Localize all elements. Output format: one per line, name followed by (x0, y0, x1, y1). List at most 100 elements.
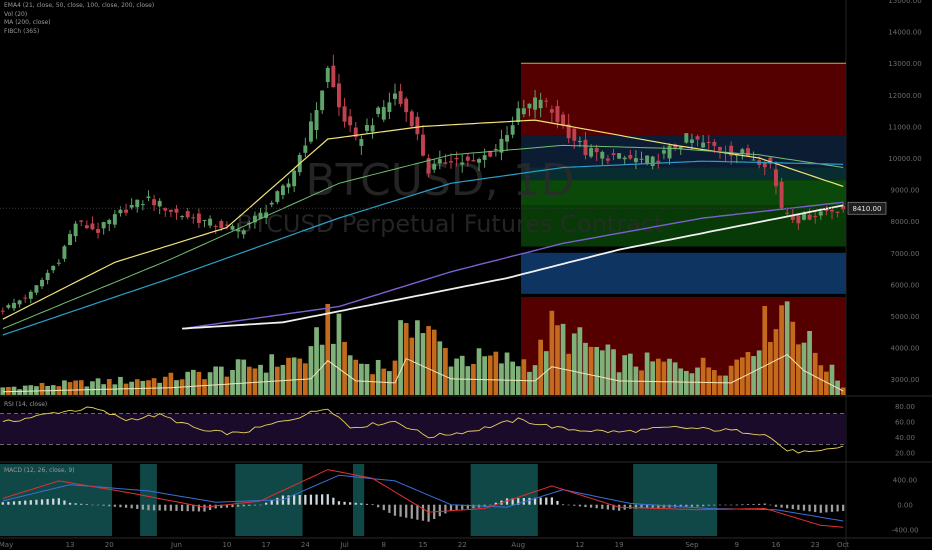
x-tick-label: Jun (170, 541, 182, 549)
candle-body (286, 183, 291, 188)
macd-histogram-bar (108, 504, 111, 507)
macd-histogram-bar (175, 504, 178, 511)
series-line-ema-100 (2, 160, 844, 336)
candle-body (454, 157, 459, 160)
macd-histogram-bar (640, 504, 643, 509)
macd-signal-line (2, 474, 844, 522)
indicator-label-vol[interactable]: Vol (20) (4, 10, 28, 18)
volume-bar (134, 379, 140, 395)
candle-body (51, 265, 56, 271)
volume-bar (291, 357, 297, 395)
volume-bar (768, 342, 773, 395)
volume-bar (459, 355, 465, 395)
macd-histogram-bar (578, 504, 581, 507)
price-tick-label: 6000.00 (891, 281, 920, 289)
candle-body (252, 216, 257, 223)
indicator-label-fib[interactable]: FIBCh (365) (4, 27, 40, 35)
candle-body (460, 162, 465, 165)
macd-histogram-bar (651, 504, 654, 509)
macd-histogram-bar (746, 504, 750, 505)
x-tick-label: 10 (222, 541, 231, 549)
volume-bar (454, 358, 459, 395)
volume-bar (286, 357, 291, 395)
candle-body (740, 149, 745, 154)
macd-histogram-bar (147, 504, 150, 511)
candle-body (28, 291, 33, 299)
macd-histogram-bar (511, 498, 514, 505)
volume-bar (151, 378, 157, 395)
macd-histogram-bar (315, 494, 318, 505)
price-tick-label: 5000.00 (891, 313, 920, 321)
candle-body (398, 91, 403, 104)
volume-bar (739, 357, 745, 395)
volume-bar (762, 306, 768, 395)
indicator-label-ema[interactable]: EMA4 (21, close, 50, close, 100, close, … (4, 2, 155, 9)
candle-body (533, 97, 538, 110)
candle-body (370, 125, 375, 132)
volume-bar (11, 386, 17, 395)
volume-bar (594, 346, 600, 395)
candle-body (432, 164, 437, 170)
volume-bar (476, 348, 482, 395)
macd-histogram-bar (533, 497, 537, 505)
volume-bar (62, 380, 67, 395)
x-tick-label: 19 (615, 541, 624, 549)
macd-histogram-bar (130, 504, 133, 509)
candle-body (219, 220, 224, 229)
macd-histogram-bar (741, 504, 744, 506)
macd-histogram-bar (164, 504, 167, 511)
volume-bar (695, 367, 700, 395)
volume-bar (560, 323, 566, 395)
candle-body (79, 220, 84, 222)
macd-histogram-bar (343, 501, 346, 505)
macd-histogram-bar (657, 504, 660, 508)
candle-body (62, 246, 67, 259)
macd-histogram-bar (718, 504, 722, 506)
macd-histogram-bar (819, 504, 822, 513)
candle-body (124, 209, 129, 213)
macd-histogram-bar (438, 504, 441, 517)
candle-body (774, 169, 778, 187)
candle-body (258, 212, 263, 219)
candle-body (555, 106, 560, 123)
candle-body (331, 65, 336, 88)
price-tick-label: 3000.00 (891, 376, 920, 384)
macd-histogram-bar (774, 504, 778, 507)
macd-histogram-bar (136, 504, 139, 509)
macd-histogram-bar (702, 504, 705, 507)
fib-zone (521, 252, 846, 294)
candle-body (712, 141, 717, 146)
indicator-label-ma[interactable]: MA (200, close) (4, 19, 51, 26)
volume-bar (426, 326, 431, 395)
volume-bar (398, 320, 403, 395)
volume-bar (818, 365, 824, 395)
candle-body (645, 155, 650, 164)
volume-ma-line (2, 353, 844, 393)
candle-body (101, 222, 106, 229)
candle-body (505, 135, 510, 142)
candle-body (224, 224, 229, 226)
candle-body (107, 219, 112, 224)
macd-histogram-bar (472, 504, 475, 509)
price-tick-label: 9000.00 (891, 187, 920, 195)
candle-body (12, 302, 16, 309)
macd-histogram-bar (629, 504, 632, 509)
macd-histogram-bar (68, 502, 72, 505)
candle-body (163, 207, 168, 211)
candle-body (600, 151, 605, 159)
rsi-line (2, 406, 844, 454)
macd-histogram-bar (293, 495, 296, 505)
macd-histogram-bar (550, 497, 553, 505)
volume-bar (482, 356, 487, 395)
macd-histogram-bar (24, 500, 27, 505)
macd-histogram-bar (29, 500, 32, 505)
candle-body (152, 199, 157, 206)
last-price-box (847, 201, 887, 215)
last-price-label: 8410.00 (853, 205, 882, 213)
macd-cross-zone (0, 464, 113, 536)
macd-histogram-bar (617, 504, 621, 511)
macd-histogram-bar (7, 501, 10, 505)
volume-bar (807, 330, 812, 395)
volume-bar (588, 346, 594, 395)
candle-body (818, 211, 823, 216)
